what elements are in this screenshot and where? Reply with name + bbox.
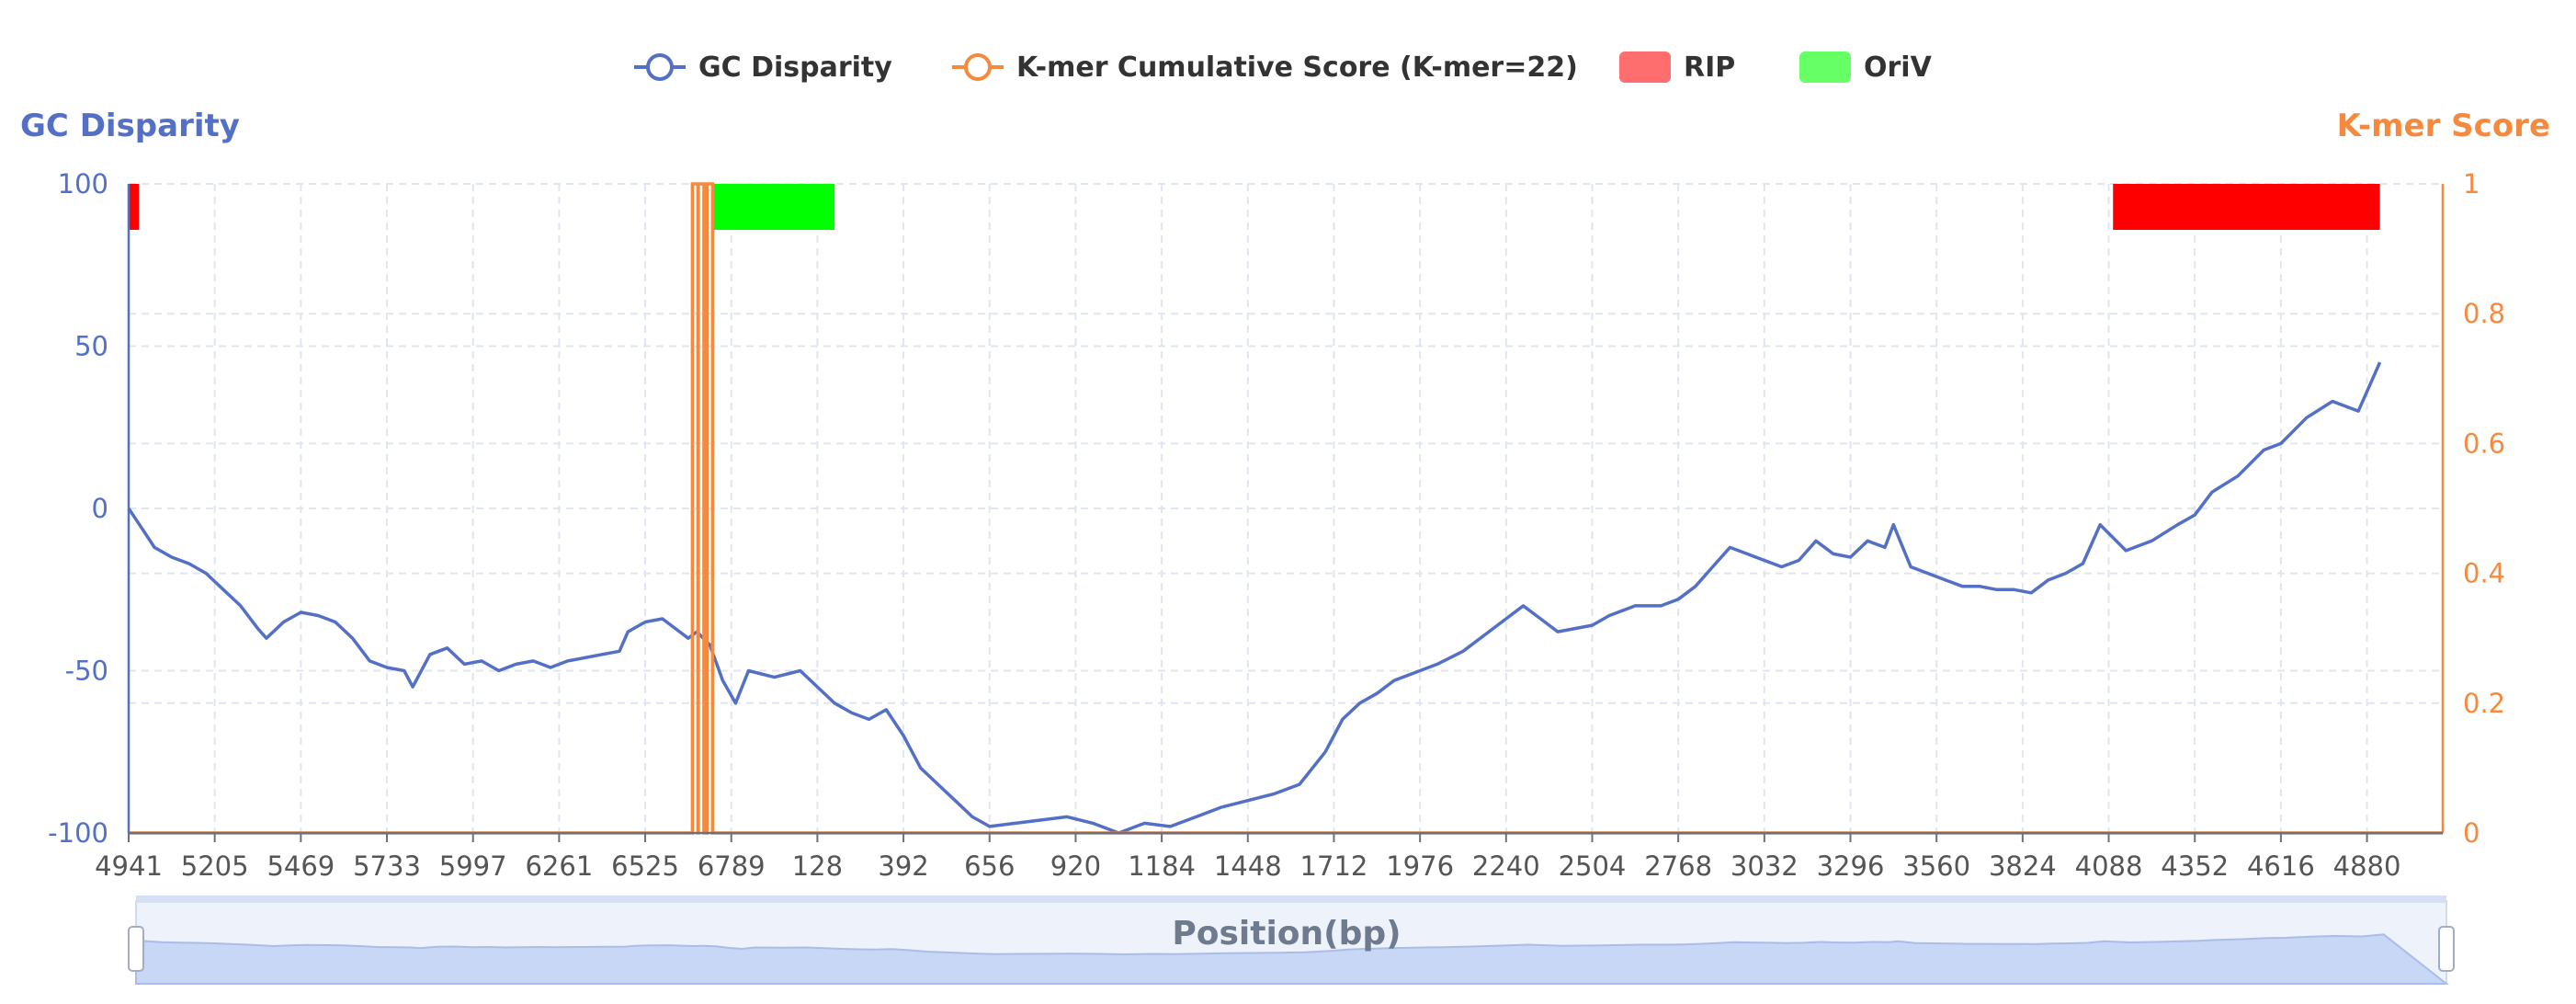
legend-box-icon <box>1799 51 1851 83</box>
region-layer <box>129 184 2380 230</box>
y-right-tick-label: 0.8 <box>2463 298 2505 329</box>
x-tick-label: 1712 <box>1300 850 1368 882</box>
x-tick-label: 4880 <box>2333 850 2401 882</box>
x-tick-label: 4941 <box>95 850 163 882</box>
x-tick-label: 3032 <box>1731 850 1799 882</box>
legend-item-oriv[interactable]: OriV <box>1799 51 1933 84</box>
legend-label: GC Disparity <box>698 51 892 84</box>
y-right-tick-label: 1 <box>2463 168 2480 200</box>
legend-label: OriV <box>1864 51 1933 84</box>
y-left-tick-label: 50 <box>74 331 108 362</box>
series-kmer-score <box>129 182 2443 835</box>
data-zoom-label: Position(bp) <box>1172 915 1401 953</box>
x-tick-label: 920 <box>1050 850 1101 882</box>
legend-item-rip[interactable]: RIP <box>1619 51 1735 84</box>
x-tick-label: 5733 <box>353 850 421 882</box>
x-tick-label: 656 <box>964 850 1015 882</box>
x-tick-label: 2504 <box>1559 850 1627 882</box>
y-right-axis-label: K-mer Score <box>2337 108 2550 144</box>
y-right-tick-label: 0 <box>2463 817 2480 849</box>
x-tick-label: 3824 <box>1989 850 2057 882</box>
region-rip <box>129 184 140 230</box>
data-zoom-right-handle[interactable] <box>2438 926 2455 972</box>
legend-box-icon <box>1619 51 1671 83</box>
legend: GC Disparity K-mer Cumulative Score (K-me… <box>634 51 1933 84</box>
series-gc-disparity <box>127 361 2382 835</box>
legend-item-k-mer[interactable]: K-mer Cumulative Score (K-mer=22) <box>952 51 1578 84</box>
legend-circle-icon <box>646 53 674 81</box>
x-tick-label: 2240 <box>1472 850 1540 882</box>
x-tick-label: 5469 <box>267 850 335 882</box>
region-oriv <box>713 184 835 230</box>
x-tick-label: 6525 <box>611 850 679 882</box>
legend-label: K-mer Cumulative Score (K-mer=22) <box>1016 51 1578 84</box>
data-zoom-top-bar[interactable] <box>136 896 2446 903</box>
grid-layer <box>128 183 2443 834</box>
x-tick-label: 3560 <box>1902 850 1970 882</box>
y-left-axis-label: GC Disparity <box>20 108 240 144</box>
x-tick-label: 3296 <box>1817 850 1885 882</box>
legend-circle-icon <box>964 53 992 81</box>
y-right-tick-label: 0.2 <box>2463 688 2505 719</box>
x-tick-label: 392 <box>878 850 928 882</box>
y-left-tick-label: -100 <box>48 817 108 849</box>
x-tick-label: 1184 <box>1128 850 1196 882</box>
x-tick-label: 128 <box>792 850 843 882</box>
y-left-tick-label: 0 <box>92 493 108 524</box>
axis-layer: 100 50 0 -50 -100 1 0.8 0.6 0.4 0.2 0 4941 5205 5469 5… <box>48 168 2505 882</box>
y-right-tick-label: 0.4 <box>2463 558 2505 589</box>
x-tick-label: 4616 <box>2247 850 2315 882</box>
x-tick-label: 6261 <box>525 850 593 882</box>
data-zoom-left-handle[interactable] <box>128 926 144 972</box>
legend-item-gc[interactable]: GC Disparity <box>634 51 892 84</box>
x-tick-label: 4088 <box>2075 850 2143 882</box>
x-tick-label: 4352 <box>2161 850 2229 882</box>
y-left-tick-label: -50 <box>65 656 108 687</box>
legend-label: RIP <box>1684 51 1735 84</box>
x-tick-label: 5997 <box>439 850 507 882</box>
y-right-tick-label: 0.6 <box>2463 428 2505 459</box>
x-tick-label: 1976 <box>1386 850 1454 882</box>
data-zoom-preview <box>135 933 2449 985</box>
data-zoom-slider[interactable] <box>128 896 2455 985</box>
region-rip <box>2113 184 2380 230</box>
series-layer <box>127 182 2443 835</box>
x-tick-label: 6789 <box>698 850 766 882</box>
y-left-tick-label: 100 <box>58 168 108 200</box>
x-tick-label: 1448 <box>1214 850 1282 882</box>
x-tick-label: 5205 <box>181 850 249 882</box>
x-tick-label: 2768 <box>1644 850 1712 882</box>
